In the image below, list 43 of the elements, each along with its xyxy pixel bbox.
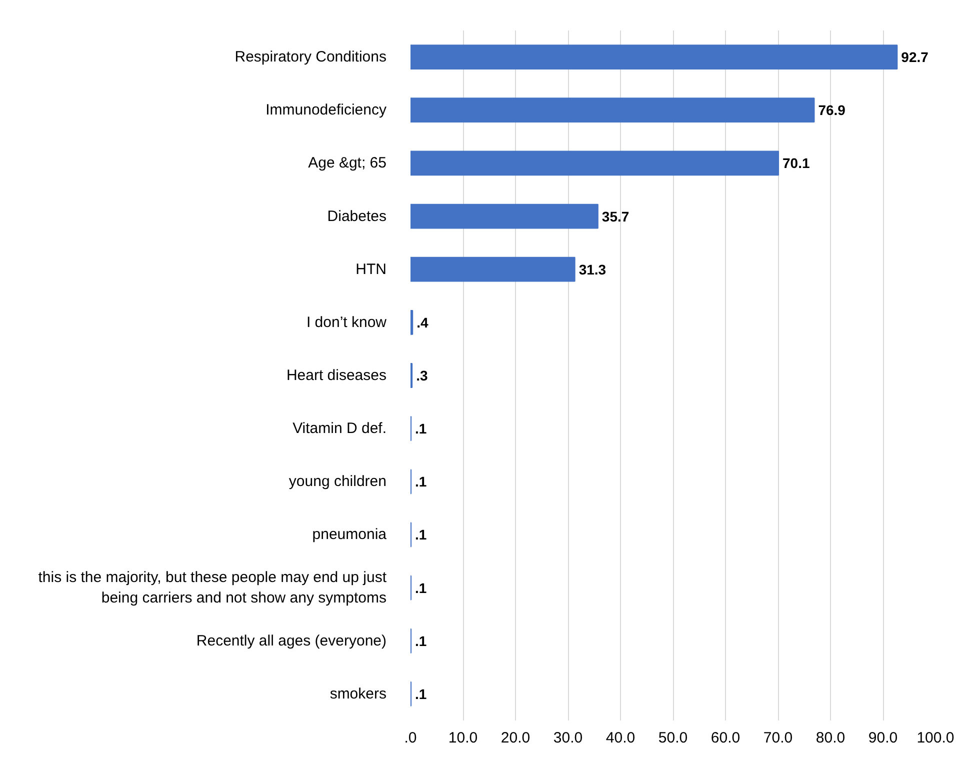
bar	[410, 44, 898, 70]
data-label: .1	[415, 686, 427, 702]
y-tick-label: I don’t know	[306, 314, 387, 331]
data-label: 76.9	[818, 102, 846, 118]
x-tick-label: 100.0	[916, 730, 954, 746]
data-label: .1	[415, 474, 427, 490]
y-tick-label: pneumonia	[312, 526, 388, 544]
y-tick-label: Diabetes	[327, 208, 386, 225]
y-tick-label: Respiratory Conditions	[234, 48, 387, 66]
bar	[410, 256, 576, 282]
y-tick-label: Vitamin D def.	[292, 420, 387, 438]
y-tick-label: HTN	[356, 260, 386, 278]
data-label: 31.3	[578, 261, 606, 278]
data-label: .1	[415, 420, 427, 437]
x-tick-label: 60.0	[710, 730, 740, 746]
data-label: 92.7	[901, 49, 929, 66]
data-label: .3	[416, 368, 428, 384]
data-label: 70.1	[782, 155, 810, 172]
data-label: .1	[415, 526, 427, 543]
x-tick-label: 40.0	[606, 730, 636, 746]
data-label: .4	[416, 314, 428, 330]
bar	[410, 98, 815, 123]
y-tick-label: smokers	[330, 685, 387, 702]
data-label: .1	[415, 580, 427, 596]
x-tick-label: 70.0	[763, 730, 793, 746]
bar	[410, 204, 598, 229]
data-label: 35.7	[602, 208, 630, 224]
x-tick-label: 30.0	[553, 730, 583, 746]
x-tick-label: 20.0	[500, 730, 530, 746]
x-tick-label: 80.0	[816, 730, 846, 746]
data-label: .1	[415, 632, 427, 649]
y-tick-label: Age &gt; 65	[308, 154, 387, 172]
y-tick-label: young children	[288, 473, 387, 490]
x-tick-label: 50.0	[658, 730, 688, 746]
bar	[410, 310, 414, 335]
x-tick-label: 10.0	[448, 730, 478, 746]
x-tick-label: 90.0	[868, 730, 898, 746]
bar	[410, 150, 780, 176]
x-tick-label: .0	[404, 730, 417, 746]
y-tick-label: Heart diseases	[286, 367, 387, 384]
y-tick-label: Immunodeficiency	[266, 102, 387, 119]
y-tick-label: Recently all ages (everyone)	[196, 632, 387, 650]
y-tick-label: this is the majority, but these people may end up just being carriers and not show any symptoms	[38, 569, 388, 607]
